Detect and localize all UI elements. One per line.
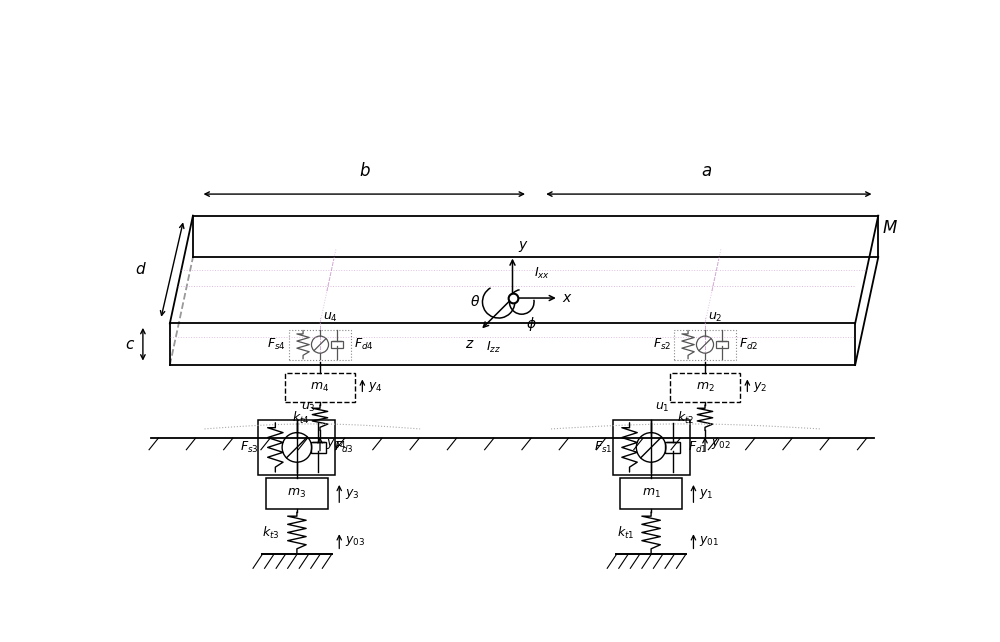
Text: $k_{t3}$: $k_{t3}$ [262, 525, 280, 541]
Text: $y_4$: $y_4$ [368, 380, 382, 394]
Text: $F_{d3}$: $F_{d3}$ [334, 440, 353, 455]
Text: $F_{s2}$: $F_{s2}$ [653, 337, 671, 352]
Text: $m_2$: $m_2$ [696, 381, 714, 394]
Text: $u_4$: $u_4$ [323, 311, 338, 324]
Text: $F_{s4}$: $F_{s4}$ [267, 337, 286, 352]
Text: $F_{d4}$: $F_{d4}$ [354, 337, 374, 352]
Text: $k_{t4}$: $k_{t4}$ [292, 410, 309, 426]
Bar [266, 478, 328, 509]
Text: $F_{s1}$: $F_{s1}$ [594, 440, 613, 455]
Bar [613, 420, 690, 475]
Bar [285, 373, 355, 402]
Bar [670, 373, 740, 402]
Bar [620, 478, 682, 509]
Text: $y_{01}$: $y_{01}$ [699, 534, 719, 548]
Text: $y_{03}$: $y_{03}$ [345, 534, 365, 548]
Text: $F_{d1}$: $F_{d1}$ [688, 440, 708, 455]
Text: z: z [465, 336, 472, 351]
Bar [289, 329, 351, 360]
Bar [665, 442, 680, 453]
Text: $m_3$: $m_3$ [287, 487, 306, 500]
Text: $I_{zz}$: $I_{zz}$ [486, 340, 501, 356]
Text: $u_3$: $u_3$ [301, 401, 316, 413]
Text: $u_2$: $u_2$ [708, 311, 723, 324]
Bar [258, 420, 335, 475]
Text: $y_3$: $y_3$ [345, 487, 359, 501]
Text: $I_{xx}$: $I_{xx}$ [534, 266, 550, 281]
Text: $m_1$: $m_1$ [642, 487, 661, 500]
Text: $y_1$: $y_1$ [699, 487, 713, 501]
Text: a: a [702, 162, 712, 180]
Bar [674, 329, 736, 360]
Text: b: b [359, 162, 370, 180]
Text: x: x [563, 291, 571, 305]
Text: $y_{04}$: $y_{04}$ [326, 437, 346, 451]
Text: $y_{02}$: $y_{02}$ [711, 437, 731, 451]
Text: $F_{d2}$: $F_{d2}$ [739, 337, 758, 352]
Text: $u_1$: $u_1$ [655, 401, 670, 413]
Text: y: y [519, 238, 527, 252]
Text: $F_{s3}$: $F_{s3}$ [240, 440, 258, 455]
Text: d: d [136, 262, 145, 277]
Bar [331, 342, 343, 348]
Text: $m_4$: $m_4$ [310, 381, 330, 394]
Text: M: M [882, 220, 896, 238]
Bar [311, 442, 326, 453]
Text: $k_{t1}$: $k_{t1}$ [617, 525, 634, 541]
Text: $k_{t2}$: $k_{t2}$ [677, 410, 694, 426]
Bar [716, 342, 728, 348]
Text: $\phi$: $\phi$ [526, 315, 537, 333]
Text: c: c [125, 337, 133, 352]
Text: $\theta$: $\theta$ [470, 295, 480, 309]
Text: $y_2$: $y_2$ [753, 380, 767, 394]
